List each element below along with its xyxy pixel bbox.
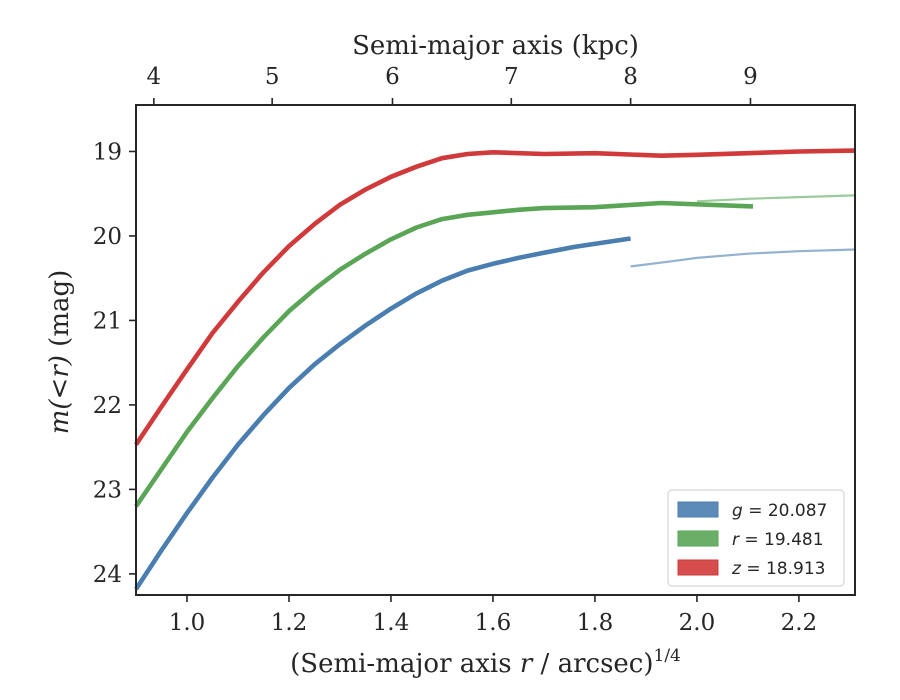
series-line <box>134 236 631 591</box>
y-axis-title-unit: (mag) <box>45 270 75 355</box>
legend-label: z = 18.913 <box>731 559 825 579</box>
top-tick-label: 5 <box>265 64 280 90</box>
series-model-line <box>696 194 856 203</box>
legend-swatch <box>677 559 719 576</box>
x-axis-title-prefix: (Semi-major axis <box>290 649 520 679</box>
legend-swatch <box>677 501 719 518</box>
x-tick-label: 1.2 <box>271 610 308 636</box>
x-axis-title-sup: 1/4 <box>654 646 681 666</box>
y-tick-label: 19 <box>93 139 122 165</box>
y-tick-label: 21 <box>93 308 122 334</box>
series-line <box>134 200 754 508</box>
top-tick-label: 4 <box>147 64 162 90</box>
x-axis-title-var: r <box>520 649 534 679</box>
x-tick-label: 1.0 <box>169 610 206 636</box>
y-axis-title: m(<r) (mag) <box>45 270 75 435</box>
x-tick-label: 1.4 <box>373 610 410 636</box>
top-tick-label: 6 <box>385 64 400 90</box>
legend-var: r <box>732 530 740 550</box>
top-tick-label: 9 <box>743 64 758 90</box>
ticks-layer: 1.0 1.2 1.4 1.6 1.8 2.0 2.2 19 20 21 22 23 24 4 5 6 7 8 9 <box>93 64 817 636</box>
y-tick-label: 20 <box>93 224 122 250</box>
x-axis-title-mid: / arcsec) <box>532 649 653 679</box>
y-axis-title-math: m(<r) <box>45 355 75 434</box>
legend-label: r = 19.481 <box>732 530 824 550</box>
y-tick-label: 24 <box>93 562 122 588</box>
x-tick-label: 2.0 <box>679 610 716 636</box>
legend-swatch <box>677 530 719 547</box>
legend-var: z <box>731 559 742 579</box>
series-model-line <box>630 248 856 268</box>
legend-label: g = 20.087 <box>732 501 827 521</box>
series-line <box>134 148 856 446</box>
legend-value: = 18.913 <box>741 559 826 579</box>
y-tick-label: 22 <box>93 393 122 419</box>
legend-value: = 20.087 <box>743 501 828 521</box>
top-tick-label: 7 <box>504 64 519 90</box>
x-tick-label: 2.2 <box>781 610 818 636</box>
legend-value: = 19.481 <box>739 530 824 550</box>
legend-var: g <box>732 501 743 521</box>
x-axis-title: (Semi-major axis r / arcsec)1/4 <box>290 646 681 679</box>
top-axis-title: Semi-major axis (kpc) <box>352 31 639 61</box>
x-tick-label: 1.6 <box>475 610 512 636</box>
top-tick-label: 8 <box>623 64 638 90</box>
y-tick-label: 23 <box>93 477 122 503</box>
plot-frame <box>135 104 856 596</box>
series-layer <box>134 148 856 591</box>
x-tick-label: 1.8 <box>577 610 614 636</box>
